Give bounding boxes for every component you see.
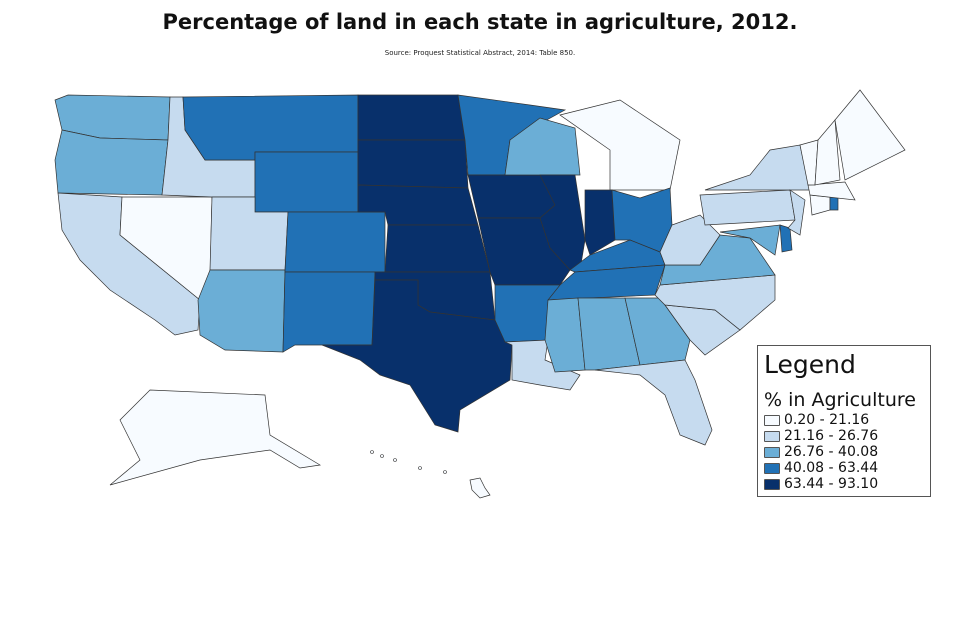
state-ri bbox=[829, 196, 839, 211]
legend-subtitle: % in Agriculture bbox=[764, 389, 916, 411]
state-co bbox=[284, 211, 386, 273]
legend-title: Legend bbox=[764, 350, 856, 379]
state-mi bbox=[559, 99, 681, 191]
legend-item: 21.16 - 26.76 bbox=[764, 428, 924, 444]
state-hi bbox=[469, 477, 491, 499]
state-ct bbox=[809, 194, 831, 216]
state-in bbox=[584, 189, 616, 256]
state-oh bbox=[611, 187, 673, 253]
state-ma bbox=[807, 181, 856, 201]
state-wv bbox=[659, 214, 721, 266]
state-az bbox=[197, 269, 286, 353]
state-ga bbox=[624, 297, 691, 366]
state-or bbox=[54, 129, 169, 196]
state-nd bbox=[357, 94, 466, 141]
state-hi-island bbox=[443, 470, 447, 474]
map-title: Percentage of land in each state in agri… bbox=[162, 10, 798, 34]
state-fl bbox=[594, 359, 713, 446]
state-wy bbox=[254, 151, 359, 213]
state-ak bbox=[109, 389, 322, 486]
state-de bbox=[779, 224, 793, 253]
state-md bbox=[719, 224, 781, 256]
state-wi bbox=[504, 117, 581, 176]
legend-label: 0.20 - 21.16 bbox=[784, 412, 870, 428]
legend-item: 26.76 - 40.08 bbox=[764, 444, 924, 460]
state-pa bbox=[699, 189, 796, 226]
legend-label: 21.16 - 26.76 bbox=[784, 428, 879, 444]
state-hi-island bbox=[393, 458, 397, 462]
state-tx bbox=[321, 279, 513, 433]
state-ia bbox=[467, 174, 556, 219]
legend-label: 63.44 - 93.10 bbox=[784, 476, 879, 492]
state-me bbox=[834, 89, 906, 181]
legend-swatch bbox=[764, 430, 780, 442]
legend-swatch bbox=[764, 414, 780, 426]
legend: Legend % in Agriculture 0.20 - 21.16 21.1… bbox=[757, 345, 931, 497]
state-ks bbox=[384, 224, 491, 273]
legend-swatch bbox=[764, 446, 780, 458]
legend-item: 63.44 - 93.10 bbox=[764, 476, 924, 492]
state-ms bbox=[544, 297, 586, 373]
map-source: Source: Proquest Statistical Abstract, 2… bbox=[384, 49, 576, 57]
legend-label: 26.76 - 40.08 bbox=[784, 444, 879, 460]
state-nm bbox=[282, 271, 376, 353]
state-hi-island bbox=[380, 454, 384, 458]
legend-item: 0.20 - 21.16 bbox=[764, 412, 924, 428]
state-nj bbox=[787, 189, 806, 236]
state-hi-island bbox=[418, 466, 422, 470]
state-hi-island bbox=[370, 450, 374, 454]
state-sd bbox=[357, 139, 469, 189]
state-ny bbox=[704, 144, 811, 191]
state-nh bbox=[814, 119, 841, 186]
legend-item: 40.08 - 63.44 bbox=[764, 460, 924, 476]
legend-label: 40.08 - 63.44 bbox=[784, 460, 879, 476]
state-mt bbox=[182, 94, 359, 161]
state-tn bbox=[547, 264, 666, 301]
legend-swatch bbox=[764, 478, 780, 490]
legend-swatch bbox=[764, 462, 780, 474]
